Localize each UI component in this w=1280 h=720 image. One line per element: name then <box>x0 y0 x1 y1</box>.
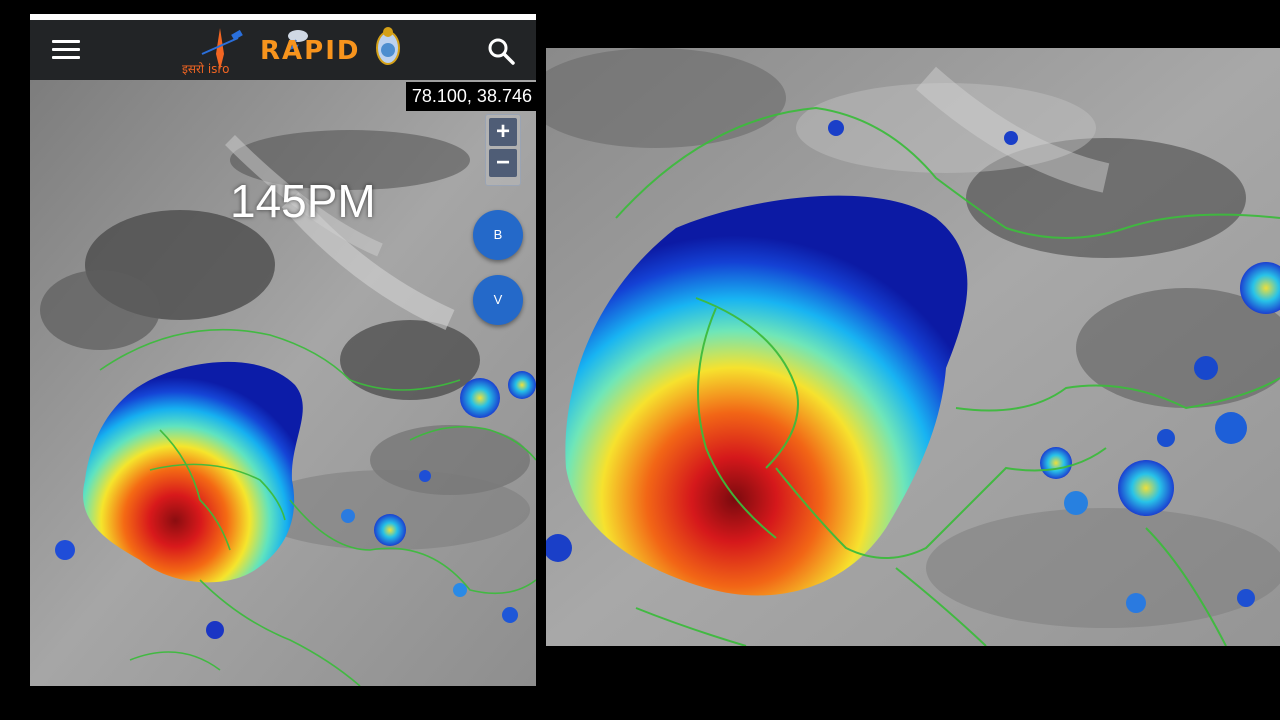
menu-icon[interactable] <box>52 40 80 62</box>
cloud-lightning-icon <box>288 30 308 55</box>
isro-wordmark: इसरो isro <box>182 62 230 76</box>
emblem-icon <box>376 27 400 65</box>
time-label: 145PM <box>230 175 376 227</box>
zoom-control: + − <box>485 114 521 186</box>
app-logo: इसरो isro RAPID <box>180 24 400 78</box>
zoom-out-button[interactable]: − <box>489 149 517 177</box>
phone-screen: इसरो isro RAPID <box>30 14 536 686</box>
isro-rocket-icon <box>201 27 400 70</box>
layer-b-button[interactable]: B <box>473 210 523 260</box>
search-icon[interactable] <box>486 36 516 66</box>
zoomed-satellite-image <box>546 48 1280 646</box>
zoom-in-button[interactable]: + <box>489 118 517 146</box>
app-bar: इसरो isro RAPID <box>30 20 536 80</box>
status-strip <box>30 14 536 20</box>
coordinate-readout: 78.100, 38.746 <box>405 82 536 111</box>
rapid-wordmark: RAPID <box>260 36 361 66</box>
layer-v-button[interactable]: V <box>473 275 523 325</box>
satellite-map[interactable] <box>30 80 536 686</box>
